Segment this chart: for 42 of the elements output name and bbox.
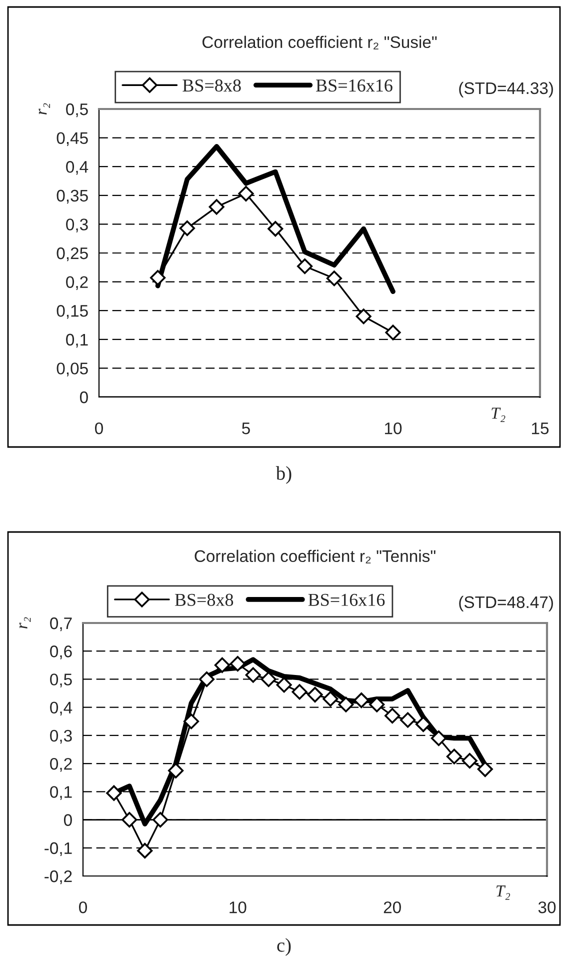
x-tick-label: 5 xyxy=(242,422,250,434)
x-tick-label: 15 xyxy=(532,422,549,434)
y-tick-label: -0,2 xyxy=(44,870,72,884)
y-tick-label: 0,2 xyxy=(50,758,72,772)
y-tick-label: 0,5 xyxy=(66,103,88,118)
y-tick-label: 0,1 xyxy=(50,786,72,800)
y-tick-label: 0,05 xyxy=(56,362,88,376)
y-tick-label: 0,2 xyxy=(66,276,88,290)
y-tick-label: 0,15 xyxy=(56,305,88,319)
text: (STD=48.47) xyxy=(459,596,553,612)
y-tick-label: 0,3 xyxy=(66,218,88,232)
y-tick-label: 0,3 xyxy=(50,730,72,744)
y-axis-title: r₂ xyxy=(38,103,50,114)
text: b) xyxy=(276,466,292,484)
legend-label: BS=16x16 xyxy=(316,79,392,92)
text: c) xyxy=(277,938,291,956)
x-axis-title: T₂ xyxy=(492,408,506,422)
y-tick-label: 0,35 xyxy=(56,190,88,204)
x-tick-label: 10 xyxy=(230,901,246,914)
x-tick-label: 10 xyxy=(385,422,402,434)
y-tick-label: 0,6 xyxy=(50,646,72,660)
x-tick-label: 30 xyxy=(538,901,556,914)
chart-title: Correlation coefficient r₂ "Susie" xyxy=(202,36,437,50)
legend-label: BS=8x8 xyxy=(182,79,241,92)
y-tick-label: 0,4 xyxy=(66,161,88,175)
y-tick-label: 0,7 xyxy=(50,617,72,632)
y-axis-title: r₂ xyxy=(19,617,31,628)
text: (STD=44.33) xyxy=(459,82,553,98)
x-axis-title: T₂ xyxy=(496,886,510,900)
y-tick-label: 0,45 xyxy=(56,132,88,146)
x-tick-label: 20 xyxy=(384,901,401,914)
y-tick-label: 0,1 xyxy=(66,334,88,348)
y-tick-label: 0 xyxy=(80,391,88,404)
x-tick-label: 0 xyxy=(95,422,103,434)
chart-title: Correlation coefficient r₂ "Tennis" xyxy=(194,550,436,564)
y-tick-label: 0 xyxy=(64,814,72,826)
legend-label: BS=16x16 xyxy=(308,594,385,606)
y-tick-label: 0,25 xyxy=(56,247,88,262)
y-tick-label: -0,1 xyxy=(44,842,72,856)
legend-label: BS=8x8 xyxy=(174,594,234,606)
y-tick-label: 0,4 xyxy=(50,702,72,716)
y-tick-label: 0,5 xyxy=(50,674,72,688)
